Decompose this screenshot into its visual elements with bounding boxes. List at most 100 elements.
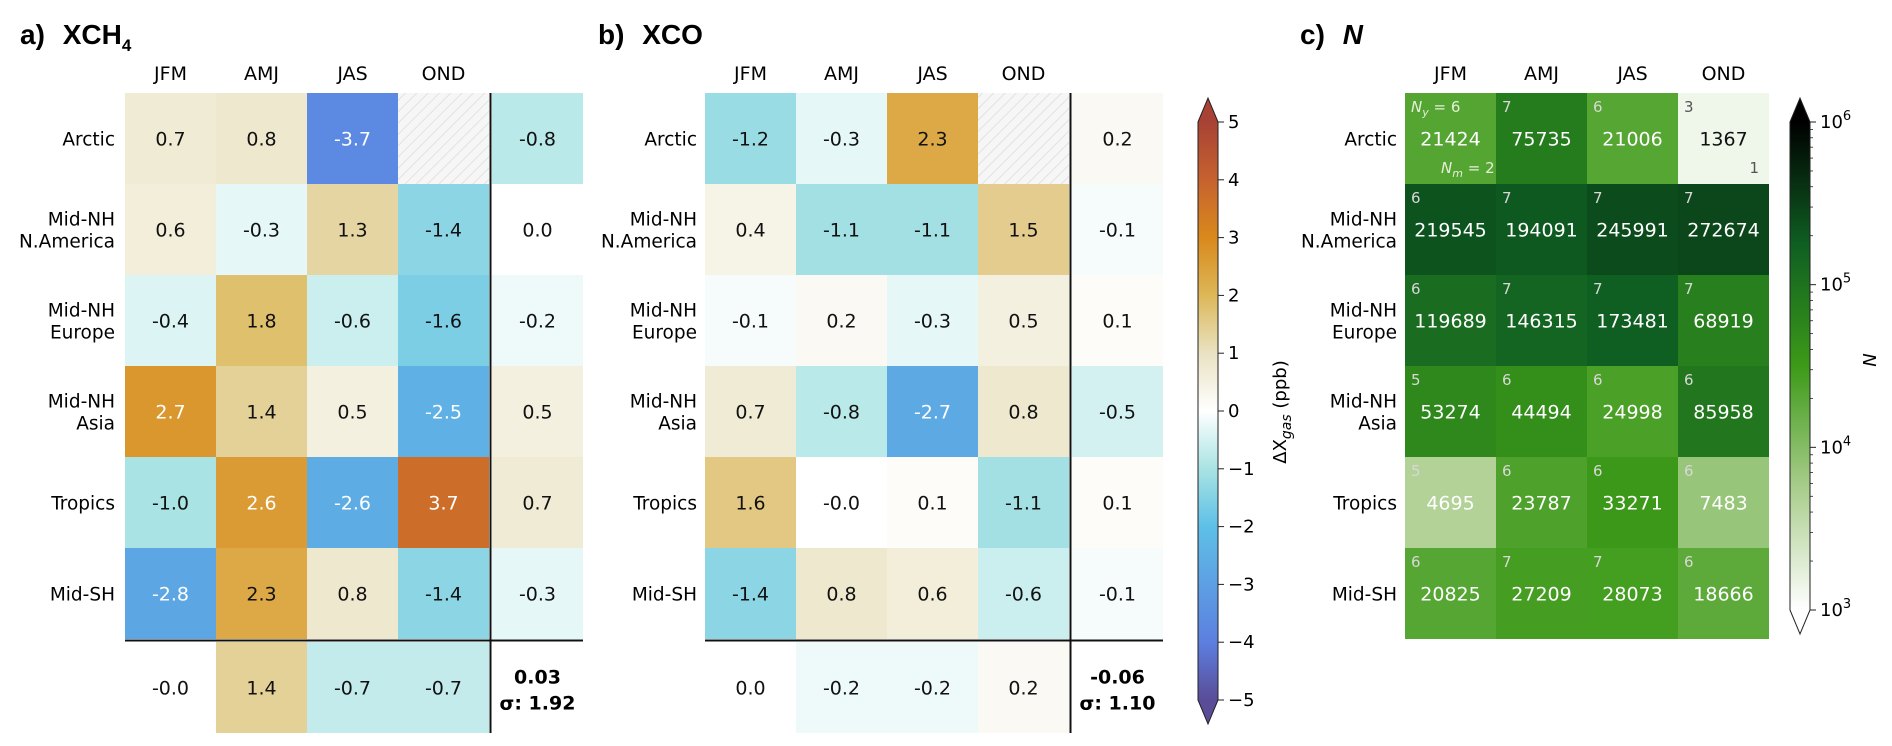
heatmap-cell [796,366,887,457]
heatmap-cell [398,548,489,639]
row-label: Mid-SH [632,585,697,606]
count-cell [1587,275,1678,366]
ny-annotation: Ny = 6 [1411,98,1460,119]
col-mean-cell [307,642,398,733]
count-value-label: 18666 [1693,584,1753,606]
colorbar-diff-tick-label: 0 [1228,401,1239,422]
cell-value-label: 0.2 [826,311,856,333]
colorbar-n-top-arrow [1790,98,1810,122]
heatmap-cell [705,548,796,639]
heatmap-cell [307,548,398,639]
count-cell [1587,184,1678,275]
year-count-label: 5 [1411,462,1421,480]
cell-value-label: -0.3 [823,129,860,151]
row-label: Asia [76,414,115,435]
row-label: Asia [1358,414,1397,435]
colorbar-diff-tick-label: 4 [1228,170,1239,191]
count-cell [1678,366,1769,457]
year-count-label: 5 [1411,371,1421,389]
row-mean-label: -0.8 [519,129,556,151]
count-value-label: 68919 [1693,311,1753,333]
col-mean-cell [705,642,796,733]
heatmap-cell [125,548,216,639]
heatmap-cell [216,275,307,366]
cell-value-label: 0.6 [155,220,185,242]
count-value-label: 20825 [1420,584,1480,606]
sigma-label: σ: 1.92 [500,693,576,715]
heatmap-cell [887,184,978,275]
cell-value-label: -1.1 [1005,493,1042,515]
cell-value-label: 0.4 [735,220,765,242]
col-mean-label: -0.0 [152,678,189,700]
column-header: JFM [733,63,767,85]
cell-value-label: 1.8 [246,311,276,333]
row-mean-cell [492,457,583,548]
column-header: AMJ [1524,63,1559,85]
count-value-label: 53274 [1420,402,1480,424]
heatmap-cell [307,184,398,275]
cell-value-label: 1.4 [246,402,276,424]
colorbar-n-tick-label: 105 [1820,272,1851,296]
row-mean-label: 0.2 [1102,129,1132,151]
cell-value-label: -0.8 [823,402,860,424]
col-mean-label: -0.7 [425,678,462,700]
row-mean-cell [1072,457,1163,548]
heatmap-cell [216,548,307,639]
cell-value-label: -1.4 [425,220,462,242]
col-mean-label: -0.7 [334,678,371,700]
heatmap-cell [887,548,978,639]
cell-value-label: -2.5 [425,402,462,424]
heatmap-cell [398,457,489,548]
row-label: Europe [50,323,115,344]
col-mean-cell [887,642,978,733]
count-cell [1496,548,1587,639]
count-cell [1405,457,1496,548]
row-label: Mid-NH [630,210,697,231]
row-mean-label: -0.1 [1099,220,1136,242]
count-heatmap: JFM AMJ JAS ONDArcticMid-NHN.AmericaMid-NHE… [1301,63,1769,639]
colorbar-diff-tick-label: −3 [1228,574,1255,595]
cell-value-label: 0.5 [1008,311,1038,333]
colorbar-n-ticks: 103 104 105 106 [1810,109,1851,621]
row-mean-cell [492,366,583,457]
colorbar-diff: −5 −4 −3 −2 −1 0 1 2 3 4 5 ΔXgas (ppb) [1197,96,1295,726]
cell-value-label: -2.6 [334,493,371,515]
cell-value-label: 0.7 [735,402,765,424]
panel-c-title: N [1343,19,1364,50]
panel-a-title: XCH [63,19,122,50]
colorbar-diff-tick-label: −2 [1228,517,1255,538]
heatmap-cell [125,275,216,366]
row-mean-label: -0.5 [1099,402,1136,424]
count-cell [1405,93,1496,184]
count-cell [1587,93,1678,184]
count-cell [1678,275,1769,366]
cell-value-label: 1.6 [735,493,765,515]
column-header: JFM [1433,63,1467,85]
heatmap-cell [796,457,887,548]
count-cell [1678,184,1769,275]
count-value-label: 272674 [1687,220,1760,242]
count-value-label: 173481 [1596,311,1669,333]
cell-value-label: -1.1 [914,220,951,242]
column-header: OND [1702,63,1746,85]
col-mean-cell [216,642,307,733]
row-mean-cell [1072,275,1163,366]
cell-value-label: 0.8 [826,584,856,606]
row-label: Arctic [62,130,115,151]
colorbar-diff-top-arrow [1198,98,1218,122]
column-header: JAS [916,63,947,85]
row-label: Tropics [632,494,697,515]
cell-value-label: -0.0 [823,493,860,515]
year-count-label: 6 [1593,371,1603,389]
heatmap-cell [125,93,216,184]
row-mean-cell [1072,366,1163,457]
count-value-label: 28073 [1602,584,1662,606]
cell-value-label: -1.2 [732,129,769,151]
row-label: Mid-NH [48,210,115,231]
cell-value-label: 2.6 [246,493,276,515]
column-header: AMJ [244,63,279,85]
heatmap-cell [307,457,398,548]
year-count-label: 6 [1411,553,1421,571]
column-header: JAS [336,63,367,85]
